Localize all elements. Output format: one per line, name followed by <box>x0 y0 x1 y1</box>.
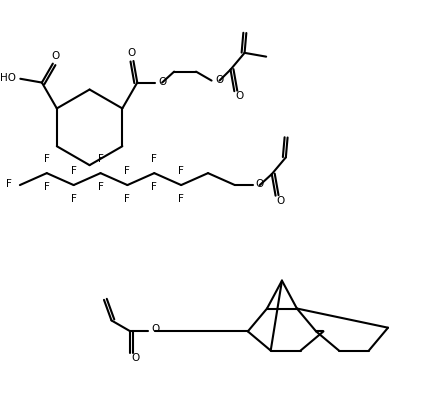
Text: F: F <box>151 182 157 192</box>
Text: O: O <box>235 91 243 101</box>
Text: O: O <box>151 324 159 334</box>
Text: O: O <box>127 48 135 58</box>
Text: F: F <box>124 194 130 204</box>
Text: F: F <box>6 179 12 189</box>
Text: O: O <box>216 75 224 85</box>
Text: F: F <box>98 182 104 192</box>
Text: F: F <box>178 166 184 176</box>
Text: F: F <box>44 182 50 192</box>
Text: O: O <box>131 353 140 363</box>
Text: O: O <box>52 51 60 61</box>
Text: F: F <box>151 154 157 164</box>
Text: F: F <box>98 154 104 164</box>
Text: O: O <box>256 179 264 189</box>
Text: F: F <box>71 166 77 176</box>
Text: F: F <box>71 194 77 204</box>
Text: O: O <box>158 77 166 87</box>
Text: O: O <box>276 196 285 205</box>
Text: HO: HO <box>0 73 16 83</box>
Text: F: F <box>44 154 50 164</box>
Text: F: F <box>124 166 130 176</box>
Text: F: F <box>178 194 184 204</box>
